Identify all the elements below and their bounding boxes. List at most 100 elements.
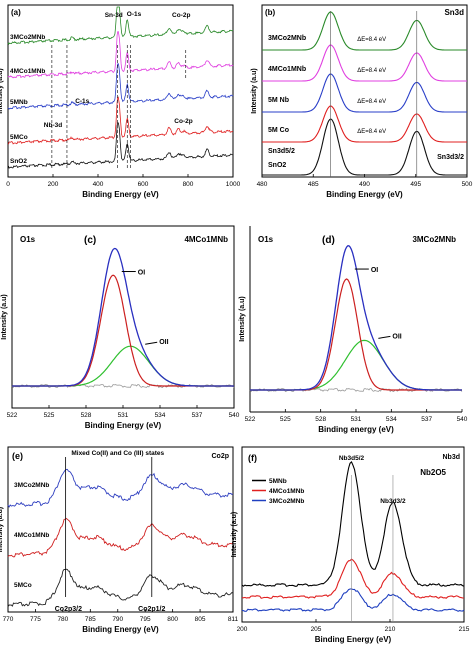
x-axis-label: Binding Energy (eV) [315, 635, 392, 644]
x-tick-label: 522 [245, 416, 256, 423]
x-tick-label: 528 [81, 412, 92, 419]
x-tick-label: 540 [229, 412, 240, 419]
background-line [11, 383, 235, 389]
y-axis-label: Intensity (a.u) [251, 68, 258, 114]
x-tick-label: 540 [457, 416, 468, 423]
corner-label: O1s [20, 235, 36, 244]
x-tick-label: 200 [48, 181, 59, 188]
y-axis-label: Intensity (a.u) [231, 512, 238, 558]
component-label: OII [159, 339, 168, 346]
peak-label: Co2p1/2 [138, 606, 165, 613]
series-label: 5MCo [10, 134, 28, 141]
x-tick-label: 1000 [226, 181, 241, 188]
series-line-5MNb [7, 63, 234, 110]
x-tick-label: 490 [359, 181, 370, 188]
x-tick-label: 537 [421, 416, 432, 423]
series-label: 4MCo1MNb [10, 68, 45, 75]
pointer-line [145, 341, 158, 345]
x-tick-label: 400 [93, 181, 104, 188]
panel-d: 522 525 528 531 534 537 540 Binding energy (eV)… [239, 226, 468, 434]
chart-title: 3MCo2MNb [412, 235, 456, 244]
x-tick-label: 0 [6, 181, 10, 188]
series-line-3MCo2MNb [7, 468, 234, 508]
series-line-5M Nb [262, 73, 467, 113]
x-tick-label: 525 [44, 412, 55, 419]
x-tick-label: 790 [112, 616, 123, 623]
envelope-line [12, 247, 234, 387]
plot-frame [241, 446, 465, 623]
series-label: 5MCo [14, 582, 32, 589]
chart-title: Co2p [212, 453, 230, 460]
peak-label: Sn3d5/2 [268, 148, 295, 155]
chart-subtitle: Nb2O5 [420, 468, 446, 477]
series-label: SnO2 [10, 158, 27, 165]
panel-label: (c) [84, 235, 96, 246]
component-OI [250, 278, 462, 391]
series-label: 4MCo1MNb [14, 532, 49, 539]
x-tick-label: 525 [280, 416, 291, 423]
delta-label: ΔE=8.4 eV [357, 129, 386, 135]
series-line-5M Co [262, 105, 467, 143]
peak-label: Co2p3/2 [55, 606, 82, 613]
series-line-5MCo [7, 96, 233, 145]
panel-label: (b) [265, 8, 276, 17]
series-line-4MCo1MNb [7, 31, 234, 79]
x-tick-label: 780 [57, 616, 68, 623]
series-line-4MCo1MNb [241, 558, 465, 599]
series-label: 4MCo1MNb [268, 66, 306, 73]
y-axis-label: Intensity (a.u) [1, 294, 8, 340]
plot-frame [7, 446, 234, 613]
component-label: OI [138, 270, 145, 277]
corner-label: O1s [258, 235, 274, 244]
x-tick-label: 522 [7, 412, 18, 419]
x-tick-label: 485 [308, 181, 319, 188]
series-label: 5MNb [10, 99, 28, 106]
panel-a: 0 200 400 600 800 1000 Binding Energy (eV) Inte… [0, 4, 241, 199]
x-tick-label: 534 [386, 416, 397, 423]
chart-title: Nb3d [443, 454, 461, 461]
x-tick-label: 528 [315, 416, 326, 423]
chart-title: 4MCo1MNb [184, 235, 228, 244]
y-axis-label: Intensity (a.u) [0, 68, 4, 114]
delta-label: ΔE=8.4 eV [357, 68, 386, 74]
x-tick-label: 531 [118, 412, 129, 419]
annotation: O-1s [127, 11, 142, 18]
series-line-3MCo2MNb [7, 6, 234, 45]
x-axis-label: Binding Energy (eV) [85, 421, 162, 430]
x-tick-label: 531 [351, 416, 362, 423]
x-tick-label: 800 [167, 616, 178, 623]
series-line-4MCo1MNb [262, 44, 467, 82]
x-tick-label: 811 [228, 616, 239, 623]
legend-label: 3MCo2MNb [269, 498, 304, 505]
y-axis-label: Intensity (a.u) [0, 507, 4, 553]
x-tick-label: 215 [459, 626, 470, 633]
series-line-3MCo2MNb [241, 588, 465, 612]
annotation: Sn-3d [105, 12, 123, 19]
x-axis-label: Binding Energy (eV) [82, 625, 159, 634]
peak-label: Nb3d3/2 [380, 498, 406, 505]
x-tick-label: 480 [257, 181, 268, 188]
series-label: 5M Co [268, 127, 289, 134]
series-line-5MCo [7, 568, 234, 608]
x-axis-label: Binding energy (eV) [318, 425, 394, 434]
x-tick-label: 534 [155, 412, 166, 419]
x-tick-label: 770 [3, 616, 14, 623]
series-line-SnO2 [262, 118, 467, 176]
component-label: OII [392, 333, 401, 340]
series-line-SnO2 [7, 122, 234, 169]
x-tick-label: 210 [385, 626, 396, 633]
plot-frame [7, 4, 234, 178]
pointer-line [378, 335, 391, 339]
panel-b: 480 485 490 495 500 Binding Energy (eV) Intens… [251, 4, 473, 199]
series-label: SnO2 [268, 162, 286, 169]
component-OI [12, 274, 234, 387]
series-label: 3MCo2MNb [14, 482, 49, 489]
legend-label: 4MCo1MNb [269, 488, 304, 495]
background-line [249, 387, 463, 393]
panel-label: (a) [11, 8, 21, 17]
legend-label: 5MNb [269, 478, 287, 485]
series-line-5MNb [241, 460, 465, 587]
annotation: Mixed Co(II) and Co (III) states [71, 450, 164, 457]
panel-e: 770 775 780 785 790 795 800 805 811 Binding Energ… [0, 446, 239, 634]
